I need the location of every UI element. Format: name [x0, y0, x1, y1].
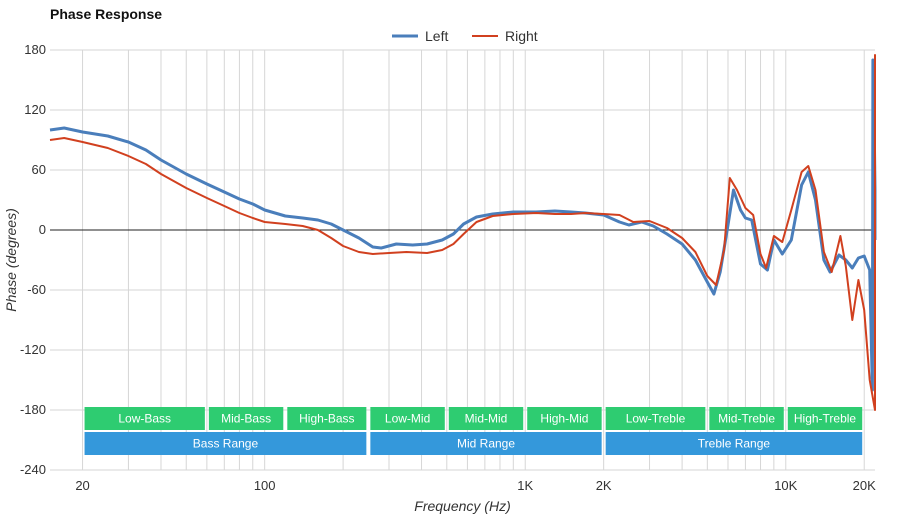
band-box [605, 432, 863, 455]
series-line-right [49, 54, 876, 411]
band-label: Mid-Bass [221, 412, 271, 426]
band-label: Low-Mid [385, 412, 430, 426]
band-label: Mid Range [457, 437, 515, 451]
band-box [84, 432, 367, 455]
band-label: Mid-Treble [718, 412, 775, 426]
band-box [787, 407, 863, 430]
band-box [527, 407, 602, 430]
y-axis-label: Phase (degrees) [3, 208, 19, 312]
x-tick-label: 10K [774, 478, 797, 493]
legend-label: Left [425, 28, 448, 44]
band-box [208, 407, 284, 430]
y-tick-label: 180 [24, 42, 46, 57]
grid-lines [50, 49, 875, 471]
band-box [709, 407, 784, 430]
frequency-bands: Low-Bass Mid-Bass High-Bass Low-Mid Mid-Mid H… [84, 407, 863, 455]
y-tick-label: 120 [24, 102, 46, 117]
band-label: Low-Bass [118, 412, 171, 426]
band-label: Treble Range [698, 437, 771, 451]
band-box [287, 407, 367, 430]
y-tick-label: -60 [27, 282, 46, 297]
band-box [84, 407, 205, 430]
y-tick-label: -120 [20, 342, 46, 357]
band-box [370, 407, 445, 430]
band-label: Mid-Mid [465, 412, 508, 426]
chart-title: Phase Response [50, 6, 163, 22]
y-tick-label: -180 [20, 402, 46, 417]
band-box [370, 432, 602, 455]
x-tick-label: 20 [75, 478, 89, 493]
band-box [448, 407, 524, 430]
legend-label: Right [505, 28, 538, 44]
band-label: Bass Range [193, 437, 259, 451]
x-tick-label: 2K [596, 478, 612, 493]
band-label: High-Mid [540, 412, 588, 426]
band-label: High-Treble [794, 412, 857, 426]
y-tick-label: -240 [20, 462, 46, 477]
x-tick-label: 20K [853, 478, 876, 493]
band-box [605, 407, 706, 430]
y-tick-label: 0 [39, 222, 46, 237]
legend: Left Right [392, 28, 538, 44]
y-tick-label: 60 [32, 162, 46, 177]
x-tick-label: 100 [254, 478, 276, 493]
band-label: Low-Treble [626, 412, 686, 426]
x-tick-label: 1K [517, 478, 533, 493]
band-label: High-Bass [299, 412, 354, 426]
x-axis-label: Frequency (Hz) [414, 498, 510, 514]
